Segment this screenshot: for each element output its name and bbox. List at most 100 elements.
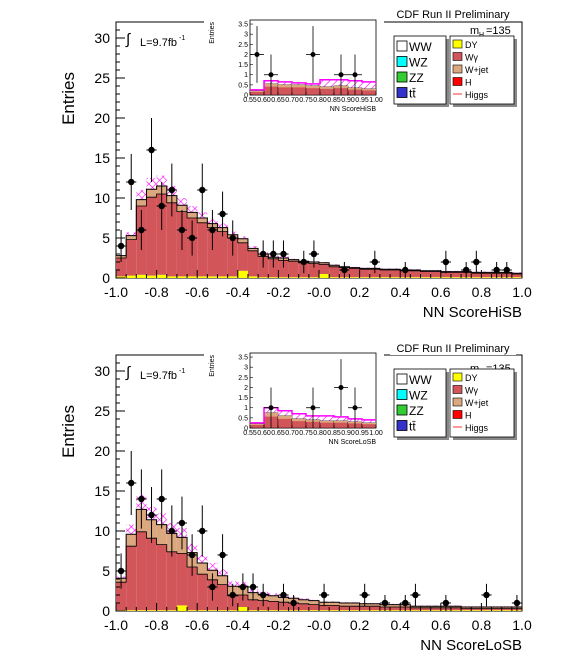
inset-xtick-label: 0.60: [257, 430, 271, 437]
inset-x-axis-title: NN ScoreLoSB: [329, 439, 377, 446]
bar-W-37: [491, 608, 502, 611]
bar-W+jet-35: [471, 607, 482, 609]
inset-ytick-label: 0.5: [238, 82, 248, 89]
bar-W+jet-36: [481, 607, 492, 609]
legend-swatch: [396, 40, 408, 52]
xtick-label: -0.4: [226, 617, 250, 633]
data-point-12: [259, 250, 267, 258]
data-point-22: [473, 258, 480, 266]
bar-W-12: [237, 595, 248, 607]
legend-label: H: [465, 411, 472, 421]
xtick-label: 0.2: [350, 284, 370, 300]
legend-swatch: [396, 373, 408, 385]
luminosity-label: L=9.7fb: [140, 370, 177, 382]
data-point-21: [412, 591, 419, 599]
xtick-label: -1.0: [104, 284, 128, 300]
bar-W-23: [349, 606, 360, 611]
data-point-20: [442, 258, 450, 266]
inset-wjet-bar-5: [320, 86, 334, 89]
x-axis-title: NN ScoreLoSB: [420, 637, 522, 654]
bar-W+jet-8: [197, 563, 208, 575]
bar-W+jet-18: [298, 599, 309, 604]
bar-W+jet-17: [288, 259, 299, 262]
data-point-7: [188, 234, 196, 242]
bar-DY-35: [471, 277, 482, 278]
inset-wjet-bar-8: [362, 88, 376, 91]
bar-W-20: [319, 264, 330, 274]
legend-swatch: [396, 56, 408, 67]
inset-xtick-label: 0.65: [271, 430, 285, 437]
bar-higgs-hatch2-13: [247, 246, 259, 249]
data-point-10: [219, 210, 226, 218]
bar-W-18: [298, 603, 309, 611]
ytick-label: 15: [94, 483, 110, 499]
bar-DY-19: [308, 610, 319, 611]
ytick-label: 30: [94, 363, 110, 379]
legend-label: Wγ: [465, 386, 478, 396]
inset-data-point-1: [310, 405, 316, 411]
xtick-label: -0.6: [185, 284, 209, 300]
ytick-label: 0: [102, 603, 110, 619]
bar-W+jet-34: [461, 607, 472, 609]
data-point-1: [128, 178, 135, 186]
inset-wjet-bar-0: [250, 423, 264, 425]
inset-data-point-0: [254, 51, 260, 57]
data-point-17: [320, 591, 328, 599]
bar-W+jet-37: [491, 607, 502, 609]
bar-W-13: [247, 599, 259, 611]
bar-DY-36: [481, 610, 492, 611]
bar-DY-25: [369, 610, 380, 611]
legend-swatch: [452, 410, 463, 419]
chart-hisb: -1.0 -0.8 -0.6 -0.4 -0.2 -0.0 0.2 0.4 0.6 0.8 1.00…: [59, 8, 532, 321]
legend-label: DY: [465, 373, 478, 383]
ytick-label: 25: [94, 403, 110, 419]
legend-label: ZZ: [409, 71, 424, 85]
bar-W-8: [197, 574, 208, 611]
y-axis-title: Entries: [59, 405, 78, 458]
inset-ytick-label: 1.5: [238, 62, 248, 69]
inset-xtick-label: 0.65: [271, 97, 285, 104]
legend-swatch: [452, 64, 463, 74]
inset-higgs-line: [250, 79, 376, 91]
bar-DY-20: [319, 274, 330, 278]
data-point-6: [178, 226, 186, 234]
bar-higgs-hatch2-1: [126, 524, 137, 535]
bar-DY-18: [298, 610, 309, 611]
inset-xtick-label: 0.85: [327, 430, 341, 437]
bar-W+jet-31: [430, 606, 441, 608]
bar-W-31: [430, 607, 441, 611]
bar-higgs-hatch2-18: [298, 598, 309, 600]
bar-DY-29: [410, 277, 421, 278]
inset-ytick-label: 2.5: [238, 375, 248, 382]
bar-DY-16: [278, 610, 289, 611]
bar-DY-4: [156, 610, 167, 611]
bar-DY-15: [268, 610, 279, 611]
bar-W+jet-38: [501, 607, 512, 609]
legend-label: tt̄: [409, 87, 416, 101]
bar-DY-24: [359, 277, 370, 278]
data-point-12: [239, 583, 247, 591]
data-point-5: [168, 527, 176, 535]
inset-wjet-bar-6: [334, 420, 348, 423]
data-point-9: [209, 226, 216, 234]
legend-label: Higgs: [465, 90, 489, 100]
x-axis-title: NN ScoreHiSB: [423, 304, 522, 321]
bar-DY-31: [430, 277, 441, 278]
wg-outline: [116, 531, 522, 609]
header-label: CDF Run II Preliminary: [396, 9, 510, 21]
data-point-9: [209, 583, 216, 591]
bar-W-5: [166, 202, 177, 277]
bar-W-38: [501, 608, 512, 611]
legend-label: H: [465, 78, 472, 88]
bar-W+jet-7: [187, 212, 198, 218]
legend-label: Wγ: [465, 53, 478, 63]
inset-wjet-bar-2: [278, 415, 292, 419]
bar-W+jet-8: [197, 218, 208, 223]
bar-W+jet-4: [156, 524, 167, 545]
bar-DY-18: [298, 277, 309, 278]
bar-DY-13: [247, 276, 259, 278]
bar-higgs-hatch2-15: [268, 593, 279, 596]
inset-ytick-label: 0.5: [238, 415, 248, 422]
ytick-label: 5: [102, 230, 110, 246]
